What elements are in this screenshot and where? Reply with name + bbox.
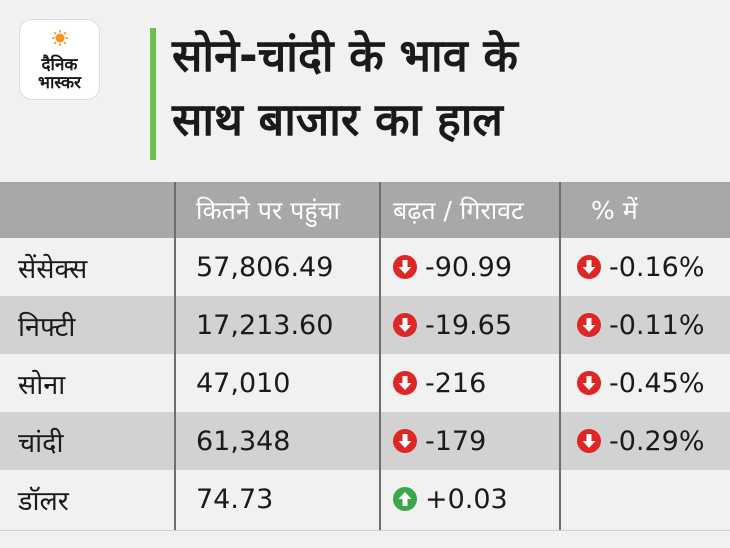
arrow-down-icon: [577, 255, 601, 279]
table-row: सेंसेक्स 57,806.49 -90.99 -0.16%: [0, 238, 730, 296]
row-change-value: -19.65: [425, 309, 513, 341]
header: दैनिक भास्कर सोने-चांदी के भाव के साथ बा…: [0, 0, 730, 182]
row-change: -19.65: [381, 296, 559, 354]
row-name: चांदी: [18, 427, 64, 459]
row-value: 57,806.49: [196, 251, 334, 283]
column-divider: [559, 182, 561, 530]
row-value: 17,213.60: [196, 309, 334, 341]
dainik-bhaskar-logo: दैनिक भास्कर: [20, 20, 99, 99]
title-line2: साथ बाजार का हाल: [172, 93, 503, 146]
arrow-down-icon: [393, 429, 417, 453]
row-percent: -0.29%: [561, 412, 730, 470]
row-change-value: +0.03: [425, 483, 508, 515]
row-change-value: -179: [425, 425, 487, 457]
arrow-down-icon: [393, 313, 417, 337]
row-percent-value: -0.16%: [609, 251, 705, 283]
page-title: सोने-चांदी के भाव के साथ बाजार का हाल: [172, 24, 724, 152]
table-row: निफ्टी 17,213.60 -19.65 -0.11%: [0, 296, 730, 354]
row-change-value: -90.99: [425, 251, 513, 283]
row-name: डॉलर: [18, 485, 69, 517]
row-percent-value: -0.11%: [609, 309, 705, 341]
row-change-value: -216: [425, 367, 487, 399]
row-change: -90.99: [381, 238, 559, 296]
row-percent-value: -0.45%: [609, 367, 705, 399]
row-value: 74.73: [196, 483, 274, 515]
row-change: -216: [381, 354, 559, 412]
row-value: 61,348: [196, 425, 291, 457]
table-bottom-border: [0, 530, 730, 531]
table-row: डॉलर 74.73 +0.03: [0, 470, 730, 528]
table-row: सोना 47,010 -216 -0.45%: [0, 354, 730, 412]
header-percent: % में: [591, 196, 638, 225]
arrow-up-icon: [393, 487, 417, 511]
row-name: सेंसेक्स: [18, 253, 88, 285]
row-change: +0.03: [381, 470, 559, 528]
row-value: 47,010: [196, 367, 291, 399]
logo-text-line1: दैनिक: [41, 55, 78, 75]
arrow-down-icon: [393, 371, 417, 395]
table-row: चांदी 61,348 -179 -0.29%: [0, 412, 730, 470]
sun-icon: [52, 30, 68, 46]
row-change: -179: [381, 412, 559, 470]
arrow-down-icon: [577, 313, 601, 337]
column-divider: [379, 182, 381, 530]
market-table: कितने पर पहुंचा बढ़त / गिरावट % में सेंस…: [0, 182, 730, 528]
column-divider: [174, 182, 176, 530]
row-name: निफ्टी: [18, 311, 76, 343]
title-line1: सोने-चांदी के भाव के: [172, 29, 518, 82]
table-header-row: कितने पर पहुंचा बढ़त / गिरावट % में: [0, 182, 730, 238]
row-percent: -0.45%: [561, 354, 730, 412]
header-name: [0, 182, 174, 238]
row-name: सोना: [18, 369, 66, 401]
arrow-down-icon: [393, 255, 417, 279]
arrow-down-icon: [577, 371, 601, 395]
row-percent: -0.16%: [561, 238, 730, 296]
header-change: बढ़त / गिरावट: [393, 196, 524, 225]
row-percent: [561, 470, 730, 528]
row-percent-value: -0.29%: [609, 425, 705, 457]
logo-text-line2: भास्कर: [38, 73, 81, 93]
title-accent-bar: [150, 28, 156, 160]
row-percent: -0.11%: [561, 296, 730, 354]
arrow-down-icon: [577, 429, 601, 453]
header-value: कितने पर पहुंचा: [196, 196, 340, 225]
